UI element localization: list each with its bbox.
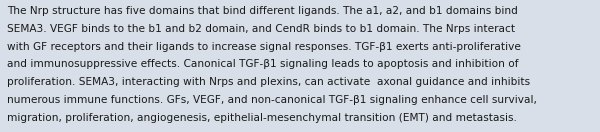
Text: and immunosuppressive effects. Canonical TGF-β1 signaling leads to apoptosis and: and immunosuppressive effects. Canonical… — [7, 59, 519, 69]
Text: with GF receptors and their ligands to increase signal responses. TGF-β1 exerts : with GF receptors and their ligands to i… — [7, 42, 521, 52]
Text: numerous immune functions. GFs, VEGF, and non-canonical TGF-β1 signaling enhance: numerous immune functions. GFs, VEGF, an… — [7, 95, 537, 105]
Text: SEMA3. VEGF binds to the b1 and b2 domain, and CendR binds to b1 domain. The Nrp: SEMA3. VEGF binds to the b1 and b2 domai… — [7, 24, 515, 34]
Text: proliferation. SEMA3, interacting with Nrps and plexins, can activate  axonal gu: proliferation. SEMA3, interacting with N… — [7, 77, 530, 87]
Text: The Nrp structure has five domains that bind different ligands. The a1, a2, and : The Nrp structure has five domains that … — [7, 6, 518, 16]
Text: migration, proliferation, angiogenesis, epithelial-mesenchymal transition (EMT) : migration, proliferation, angiogenesis, … — [7, 113, 517, 123]
